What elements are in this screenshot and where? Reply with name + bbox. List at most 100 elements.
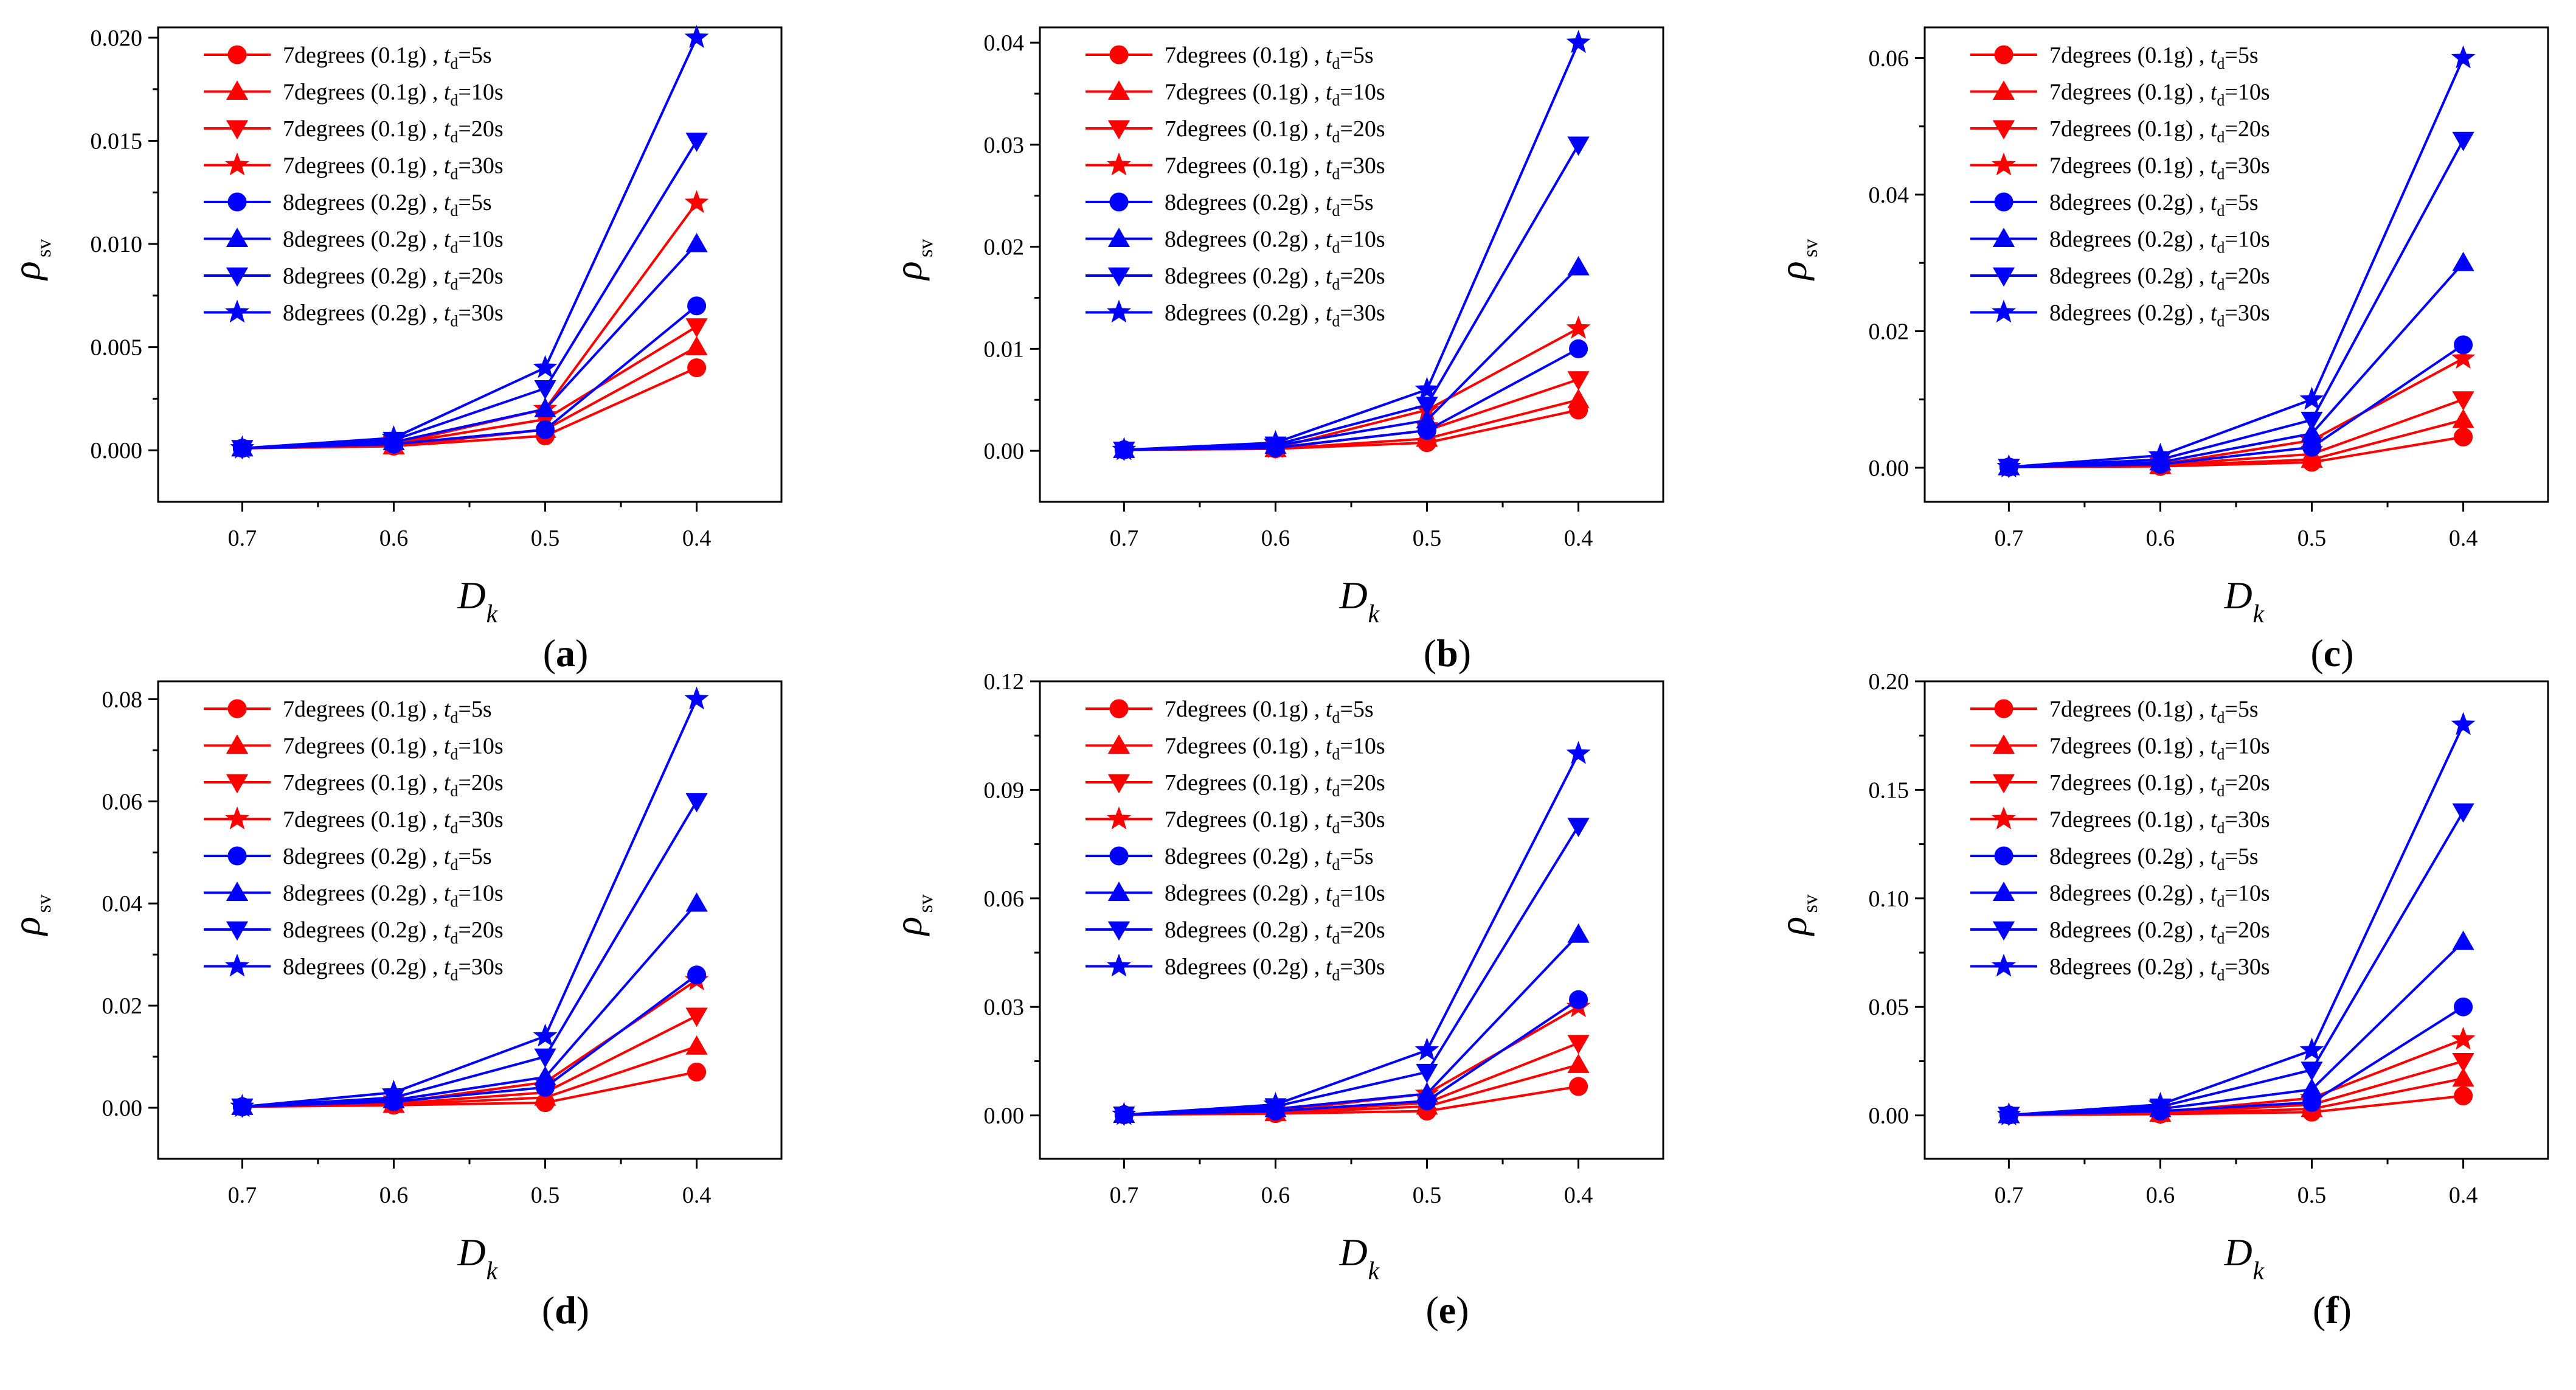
y-tick-label: 0.04 [1869, 182, 1909, 208]
data-point [1996, 1102, 2021, 1125]
data-point [685, 1035, 708, 1055]
series-line [2009, 724, 2465, 1116]
y-axis-label: ρ [5, 917, 48, 937]
y-tick-label: 0.06 [1869, 46, 1909, 72]
x-axis-label-sub: k [2253, 1257, 2265, 1285]
x-tick-label: 0.5 [2297, 526, 2327, 551]
data-point [2301, 411, 2323, 431]
legend-label: 8degrees (0.2g) , td=20s [2049, 263, 2270, 293]
data-point [2452, 1052, 2474, 1072]
data-point [1569, 339, 1588, 358]
legend-marker [226, 228, 249, 247]
data-point [1569, 1077, 1588, 1096]
series-line [2009, 357, 2464, 468]
series-line [1124, 266, 1580, 451]
x-axis-label: D [2224, 574, 2252, 617]
x-tick-label: 0.5 [531, 1183, 560, 1208]
legend-label: 8degrees (0.2g) , td=30s [1165, 301, 1385, 330]
data-point [1567, 1035, 1590, 1054]
legend-item: 7degrees (0.1g) , td=20s [1085, 770, 1385, 800]
chart-panel-e: 0.7 0.6 0.5 0.4 0.00 0.03 0.06 0.09 0.12 D k ρ sv 7de… [887, 669, 1664, 1332]
data-point [2451, 712, 2476, 735]
legend-marker [225, 299, 249, 323]
legend-label: 8degrees (0.2g) , td=20s [1165, 263, 1385, 293]
y-axis-label-group: ρ sv [887, 239, 937, 281]
y-tick-label: 0.00 [1869, 456, 1909, 481]
legend-marker [1107, 299, 1131, 323]
data-point [2299, 1037, 2324, 1061]
y-tick-label: 0.09 [984, 777, 1025, 803]
data-point [1112, 1102, 1137, 1125]
data-point [2452, 930, 2474, 950]
y-tick-label: 0.015 [91, 129, 143, 155]
data-point [1414, 377, 1439, 400]
data-point [1416, 1063, 1438, 1083]
data-point [533, 1023, 558, 1047]
y-tick-label: 0.06 [984, 886, 1025, 912]
x-tick-label: 0.5 [1413, 1183, 1442, 1208]
series-7 [1113, 136, 1590, 461]
y-tick-label: 0.02 [102, 993, 143, 1019]
legend: 7degrees (0.1g) , td=5s 7degrees (0.1g) ,… [1085, 697, 1385, 984]
y-tick-label: 0.02 [1869, 319, 1909, 344]
y-tick-label: 0.20 [1869, 669, 1909, 695]
x-tick-label: 0.7 [1995, 526, 2024, 551]
y-tick-label: 0.005 [91, 335, 143, 361]
y-axis-label-sub: sv [915, 239, 937, 257]
series-line [1124, 933, 1580, 1116]
legend-label: 7degrees (0.1g) , td=20s [2049, 116, 2270, 146]
data-point [1566, 30, 1591, 54]
legend-marker [1109, 699, 1129, 718]
x-axis-label: D [457, 574, 486, 617]
legend-marker [1109, 45, 1129, 64]
legend-item: 7degrees (0.1g) , td=30s [1085, 152, 1385, 183]
legend-item: 7degrees (0.1g) , td=5s [204, 43, 492, 72]
x-axis-label-sub: k [1368, 600, 1380, 628]
data-point [534, 1048, 556, 1068]
legend-marker [227, 846, 247, 866]
legend-item: 7degrees (0.1g) , td=5s [1970, 43, 2259, 72]
legend-label: 7degrees (0.1g) , td=10s [2049, 734, 2270, 763]
legend-marker [1107, 120, 1130, 140]
legend-label: 8degrees (0.2g) , td=10s [283, 881, 504, 911]
legend-label: 8degrees (0.2g) , td=5s [283, 844, 492, 874]
y-tick-label: 0.000 [91, 438, 143, 464]
panel-label: (d) [542, 1288, 589, 1332]
legend-label: 8degrees (0.2g) , td=30s [283, 954, 504, 984]
y-tick-label: 0.00 [102, 1096, 143, 1121]
legend-item: 7degrees (0.1g) , td=20s [1970, 770, 2270, 800]
panel-label: (f) [2313, 1288, 2352, 1332]
y-axis-label-sub: sv [33, 239, 55, 257]
chart-panel-d: 0.7 0.6 0.5 0.4 0.00 0.02 0.04 0.06 0.08 D k ρ sv 7de… [5, 680, 783, 1332]
series-line [242, 801, 698, 1108]
legend-item: 8degrees (0.2g) , td=30s [204, 299, 504, 330]
legend-item: 7degrees (0.1g) , td=5s [1970, 697, 2259, 726]
data-point [2452, 1067, 2474, 1087]
legend-marker [1992, 774, 2015, 794]
legend-label: 8degrees (0.2g) , td=30s [2049, 301, 2270, 330]
legend-label: 8degrees (0.2g) , td=20s [283, 263, 504, 293]
x-tick-label: 0.4 [1564, 526, 1593, 551]
y-tick-label: 0.02 [984, 235, 1025, 260]
legend-label: 7degrees (0.1g) , td=10s [283, 80, 504, 109]
data-point [1263, 1091, 1288, 1115]
series-line [1124, 1041, 1579, 1116]
legend-marker [1992, 881, 2015, 901]
legend-item: 8degrees (0.2g) , td=10s [1970, 881, 2270, 911]
x-axis-label: D [1339, 1231, 1368, 1274]
data-point [230, 435, 255, 459]
x-axis-label: D [457, 1231, 486, 1274]
legend-label: 7degrees (0.1g) , td=5s [2049, 43, 2259, 72]
legend-label: 7degrees (0.1g) , td=30s [2049, 153, 2270, 183]
legend-marker [1107, 734, 1130, 754]
legend-marker [1107, 921, 1130, 941]
legend-item: 8degrees (0.2g) , td=5s [1970, 190, 2259, 220]
x-tick-label: 0.6 [1261, 526, 1290, 551]
legend-item: 7degrees (0.1g) , td=10s [1970, 734, 2270, 763]
legend-marker [1992, 921, 2015, 941]
data-point [685, 1007, 708, 1027]
y-axis-label: ρ [887, 261, 930, 281]
data-point [1569, 990, 1588, 1009]
data-point [2454, 997, 2473, 1016]
y-axis-label-group: ρ sv [1771, 239, 1822, 281]
